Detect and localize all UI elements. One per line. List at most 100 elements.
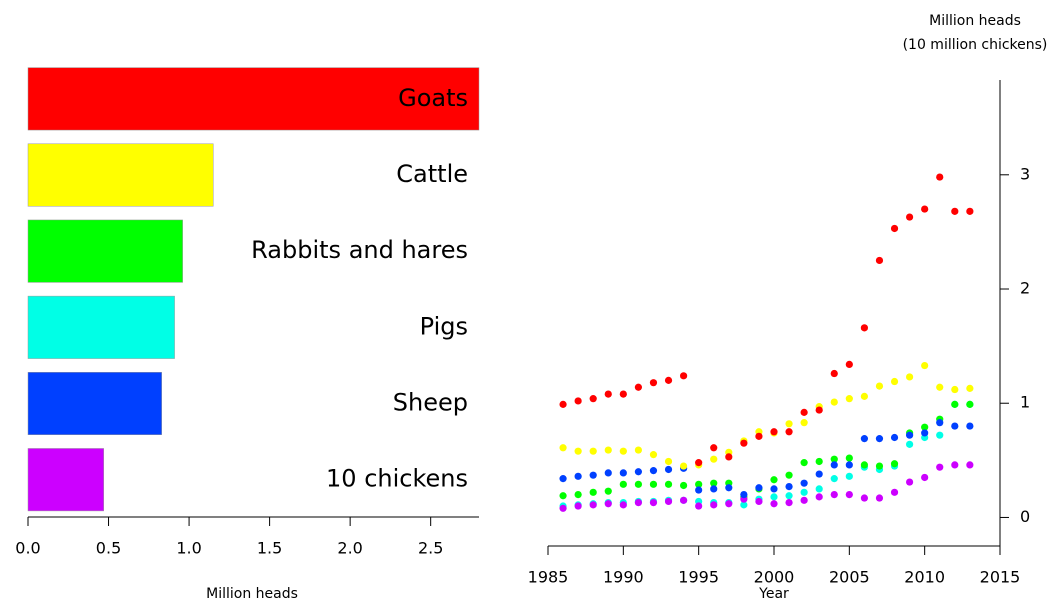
point	[619, 390, 627, 398]
y-tick-label: 0	[1020, 507, 1030, 526]
point	[860, 461, 869, 469]
point	[921, 473, 929, 482]
x-tick-label: 1995	[678, 568, 719, 587]
point	[785, 428, 793, 436]
point	[725, 484, 733, 492]
point	[860, 324, 869, 332]
point	[770, 493, 778, 501]
point	[890, 224, 899, 233]
point	[619, 501, 627, 509]
point	[785, 420, 793, 428]
point	[695, 502, 703, 510]
point	[875, 494, 884, 502]
point	[559, 444, 567, 452]
category-label: Cattle	[396, 160, 468, 188]
point	[860, 435, 869, 443]
point	[830, 369, 838, 378]
point	[830, 398, 838, 406]
point	[770, 500, 778, 508]
point	[695, 480, 703, 488]
x-tick-label: 1990	[603, 568, 644, 587]
x-tick-label: 2015	[980, 568, 1021, 587]
point	[574, 502, 582, 510]
point	[574, 472, 582, 480]
point	[936, 431, 944, 439]
point	[890, 377, 899, 386]
point	[619, 480, 627, 488]
point	[589, 501, 597, 509]
point	[951, 422, 959, 430]
bar	[27, 295, 175, 359]
point	[574, 397, 582, 405]
bar	[27, 67, 480, 131]
point	[845, 360, 853, 368]
point	[890, 433, 899, 442]
point	[664, 465, 673, 474]
point	[634, 468, 643, 476]
point	[770, 428, 778, 436]
point	[680, 462, 688, 470]
point	[680, 372, 688, 380]
point	[906, 440, 914, 448]
point	[710, 444, 718, 452]
point	[559, 400, 567, 408]
point	[649, 467, 658, 475]
x-tick-label: 0.0	[15, 539, 40, 558]
point	[619, 469, 627, 477]
point	[921, 361, 929, 370]
point	[815, 493, 823, 501]
point	[845, 491, 853, 499]
y-axis-title: (10 million chickens)	[903, 37, 1048, 53]
point	[559, 475, 567, 483]
x-tick-label: 2.0	[337, 539, 362, 558]
point	[589, 395, 597, 403]
point	[559, 492, 567, 500]
x-tick-label: 2005	[829, 568, 870, 587]
point	[649, 480, 658, 488]
point	[860, 494, 869, 502]
point	[845, 454, 853, 462]
point	[770, 485, 778, 493]
point	[619, 447, 627, 455]
point	[966, 422, 974, 430]
y-axis-title: Million heads	[929, 13, 1021, 29]
point	[951, 207, 959, 215]
point	[906, 478, 914, 486]
point	[830, 455, 838, 463]
point	[755, 432, 763, 440]
point	[634, 480, 643, 488]
x-axis-title: Year	[758, 586, 789, 602]
point	[710, 455, 718, 463]
point	[664, 376, 673, 384]
point	[604, 469, 612, 477]
point	[589, 447, 597, 455]
point	[800, 496, 808, 504]
point	[815, 470, 823, 478]
point	[695, 459, 703, 467]
point	[875, 382, 884, 390]
point	[664, 457, 673, 466]
x-tick-label: 1985	[528, 568, 569, 587]
point	[966, 207, 974, 215]
x-tick-label: 2000	[754, 568, 795, 587]
point	[740, 491, 748, 499]
point	[800, 408, 808, 416]
point	[815, 457, 823, 466]
point	[815, 485, 823, 493]
point	[966, 384, 974, 392]
point	[604, 487, 612, 495]
point	[785, 492, 793, 500]
point	[845, 461, 853, 469]
point	[574, 491, 582, 499]
point	[875, 256, 884, 265]
point	[815, 406, 823, 414]
point	[830, 461, 838, 469]
point	[649, 379, 658, 387]
point	[680, 496, 688, 504]
point	[740, 501, 748, 509]
point	[695, 486, 703, 494]
point	[604, 390, 612, 398]
point	[634, 446, 643, 454]
point	[770, 476, 778, 484]
